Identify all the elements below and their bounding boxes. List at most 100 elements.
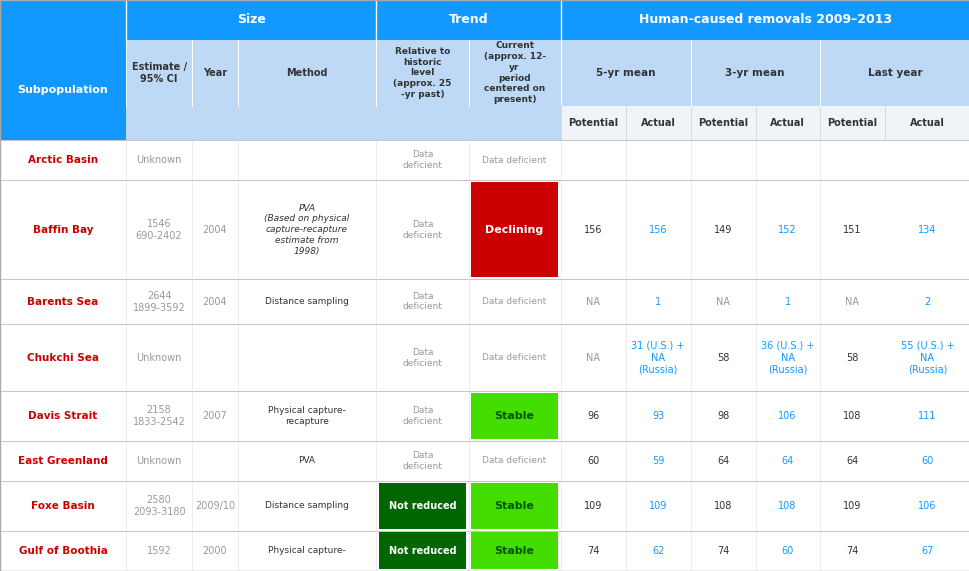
- Text: Not reduced: Not reduced: [389, 546, 455, 556]
- Bar: [468, 40, 560, 106]
- Bar: [192, 40, 237, 106]
- Bar: [0, 391, 969, 441]
- Text: Data
deficient: Data deficient: [402, 451, 442, 471]
- Bar: [379, 532, 465, 569]
- Text: Human-caused removals 2009–2013: Human-caused removals 2009–2013: [639, 14, 891, 26]
- Bar: [0, 530, 969, 571]
- Text: Declining: Declining: [484, 225, 544, 235]
- Text: Actual: Actual: [769, 118, 804, 128]
- Text: Estimate /
95% CI: Estimate / 95% CI: [132, 62, 186, 84]
- Text: Data deficient: Data deficient: [482, 297, 547, 306]
- Bar: [376, 40, 468, 106]
- Text: 2580
2093-3180: 2580 2093-3180: [133, 495, 185, 517]
- Bar: [0, 0, 126, 140]
- Text: Potential: Potential: [698, 118, 747, 128]
- Bar: [0, 441, 969, 481]
- Bar: [690, 40, 819, 106]
- Text: Chukchi Sea: Chukchi Sea: [27, 353, 99, 363]
- Text: 74: 74: [586, 546, 599, 556]
- Bar: [755, 106, 819, 140]
- Text: Last year: Last year: [866, 68, 922, 78]
- Text: 2644
1899-3592: 2644 1899-3592: [133, 291, 185, 312]
- Text: 62: 62: [651, 546, 664, 556]
- Text: Data deficient: Data deficient: [482, 353, 547, 362]
- Text: 149: 149: [713, 225, 732, 235]
- Text: Data deficient: Data deficient: [482, 456, 547, 465]
- Bar: [126, 40, 192, 106]
- Bar: [0, 481, 969, 530]
- Text: 2004: 2004: [203, 225, 227, 235]
- Text: 2007: 2007: [203, 411, 227, 421]
- Text: 58: 58: [845, 353, 858, 363]
- Bar: [379, 483, 465, 529]
- Text: 106: 106: [918, 501, 935, 511]
- Text: Current
(approx. 12-
yr
period
centered on
present): Current (approx. 12- yr period centered …: [483, 42, 546, 104]
- Text: 152: 152: [777, 225, 797, 235]
- Text: NA: NA: [715, 296, 730, 307]
- Text: Physical capture-
recapture: Physical capture- recapture: [267, 406, 346, 426]
- Text: Stable: Stable: [494, 501, 534, 511]
- Text: 31 (U.S.) +
NA
(Russia): 31 (U.S.) + NA (Russia): [631, 341, 684, 375]
- Text: Data deficient: Data deficient: [482, 156, 547, 164]
- Text: 67: 67: [921, 546, 932, 556]
- Text: 74: 74: [716, 546, 729, 556]
- Text: 60: 60: [586, 456, 599, 466]
- Text: Data
deficient: Data deficient: [402, 348, 442, 368]
- Text: 108: 108: [778, 501, 796, 511]
- Bar: [0, 324, 969, 391]
- Bar: [237, 106, 376, 140]
- Text: 60: 60: [921, 456, 932, 466]
- Text: 55 (U.S.) +
NA
(Russia): 55 (U.S.) + NA (Russia): [899, 341, 953, 375]
- Text: NA: NA: [844, 296, 859, 307]
- Text: 156: 156: [648, 225, 667, 235]
- Text: Stable: Stable: [494, 546, 534, 556]
- Text: 109: 109: [583, 501, 602, 511]
- Text: 59: 59: [651, 456, 664, 466]
- Text: 64: 64: [845, 456, 858, 466]
- Text: Data
deficient: Data deficient: [402, 406, 442, 426]
- Bar: [126, 106, 192, 140]
- Text: Distance sampling: Distance sampling: [265, 501, 349, 510]
- Bar: [819, 106, 884, 140]
- Text: Baffin Bay: Baffin Bay: [33, 225, 93, 235]
- Text: Barents Sea: Barents Sea: [27, 296, 99, 307]
- Text: 98: 98: [716, 411, 729, 421]
- Bar: [237, 40, 376, 106]
- Text: Foxe Basin: Foxe Basin: [31, 501, 95, 511]
- Text: 2004: 2004: [203, 296, 227, 307]
- Text: 58: 58: [716, 353, 729, 363]
- Text: 2158
1833-2542: 2158 1833-2542: [133, 405, 185, 427]
- Text: Physical capture-: Physical capture-: [267, 546, 346, 555]
- Text: Actual: Actual: [909, 118, 944, 128]
- Text: Not reduced: Not reduced: [389, 501, 455, 511]
- Bar: [884, 106, 969, 140]
- Text: 5-yr mean: 5-yr mean: [595, 68, 655, 78]
- Text: 151: 151: [842, 225, 860, 235]
- Text: 108: 108: [713, 501, 732, 511]
- Text: 134: 134: [918, 225, 935, 235]
- Bar: [560, 40, 690, 106]
- Text: Distance sampling: Distance sampling: [265, 297, 349, 306]
- Text: 64: 64: [781, 456, 793, 466]
- Text: 2000: 2000: [203, 546, 227, 556]
- Bar: [0, 0, 969, 140]
- Bar: [468, 106, 560, 140]
- Bar: [0, 140, 969, 180]
- Text: 109: 109: [648, 501, 667, 511]
- Text: 1546
690-2402: 1546 690-2402: [136, 219, 182, 241]
- Bar: [0, 279, 969, 324]
- Text: 156: 156: [583, 225, 602, 235]
- Bar: [690, 106, 755, 140]
- Text: 1592: 1592: [146, 546, 172, 556]
- Text: 36 (U.S.) +
NA
(Russia): 36 (U.S.) + NA (Russia): [760, 341, 814, 375]
- Text: Relative to
historic
level
(approx. 25
-yr past): Relative to historic level (approx. 25 -…: [392, 47, 452, 99]
- Text: Potential: Potential: [568, 118, 617, 128]
- Text: Data
deficient: Data deficient: [402, 220, 442, 240]
- Text: 93: 93: [651, 411, 664, 421]
- Text: 109: 109: [842, 501, 860, 511]
- Bar: [625, 106, 690, 140]
- Text: 108: 108: [842, 411, 860, 421]
- Text: Stable: Stable: [494, 411, 534, 421]
- Text: 3-yr mean: 3-yr mean: [725, 68, 784, 78]
- Text: Davis Strait: Davis Strait: [28, 411, 98, 421]
